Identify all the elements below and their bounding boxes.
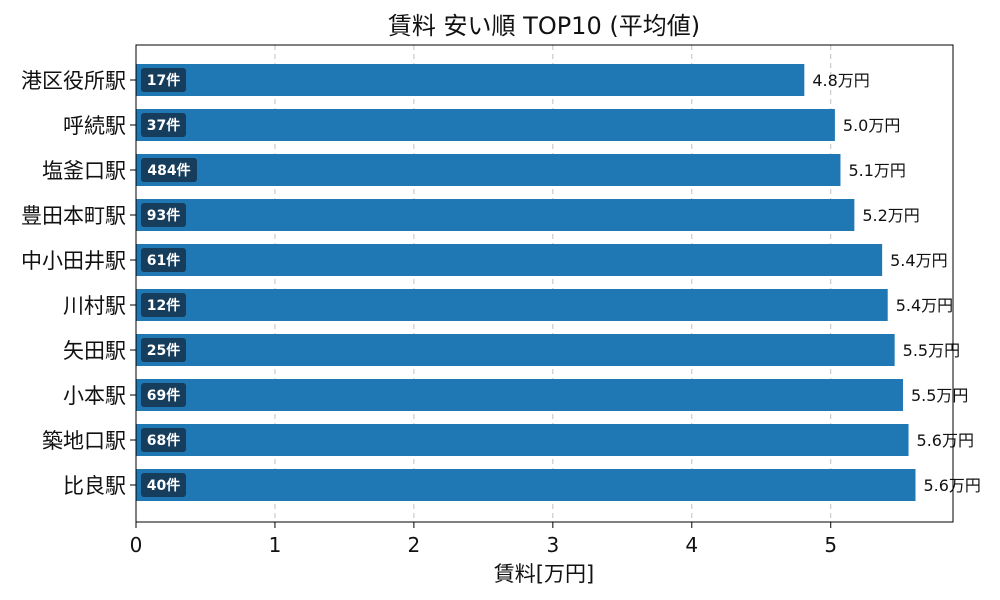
category-label: 比良駅	[63, 474, 126, 498]
category-label: 塩釜口駅	[42, 159, 126, 183]
value-label: 5.5万円	[903, 341, 960, 360]
plot-frame	[135, 44, 954, 523]
category-label: 港区役所駅	[21, 69, 126, 93]
x-tick-label: 5	[824, 533, 837, 557]
x-axis-label: 賃料[万円]	[494, 562, 594, 586]
bars: 17件 4.8万円 37件 5.0万円 484件 5.1万円 93件 5.2万円 61件 5.4万…	[136, 64, 981, 501]
category-label: 川村駅	[63, 294, 126, 318]
bar	[136, 379, 903, 411]
value-label: 5.5万円	[911, 386, 968, 405]
count-label: 12件	[147, 297, 180, 314]
x-tick-label: 3	[546, 533, 559, 557]
count-badge	[141, 248, 186, 272]
x-axis-ticks: 0 1 2 3 4 5	[130, 79, 837, 557]
count-badge	[141, 293, 186, 317]
count-label: 25件	[147, 342, 180, 359]
count-badge	[141, 383, 186, 407]
bar	[136, 244, 883, 276]
count-label: 17件	[147, 72, 180, 89]
bar	[136, 154, 841, 186]
bar	[136, 199, 855, 231]
count-label: 93件	[147, 207, 180, 224]
value-label: 5.6万円	[917, 431, 974, 450]
count-label: 37件	[147, 117, 180, 134]
count-badge	[141, 68, 186, 92]
bar	[136, 469, 916, 501]
x-tick-label: 0	[130, 533, 143, 557]
bar	[136, 64, 805, 96]
count-badge	[141, 113, 186, 137]
category-label: 呼続駅	[63, 114, 126, 138]
category-label: 小本駅	[63, 384, 126, 408]
bar	[136, 109, 835, 141]
value-label: 5.4万円	[890, 251, 947, 270]
count-badge	[141, 473, 186, 497]
category-label: 築地口駅	[42, 429, 126, 453]
count-label: 68件	[147, 432, 180, 449]
count-badge	[141, 203, 186, 227]
x-tick-label: 4	[685, 533, 698, 557]
value-label: 5.4万円	[896, 296, 953, 315]
category-label: 矢田駅	[63, 339, 126, 363]
count-label: 69件	[147, 387, 180, 404]
value-label: 5.6万円	[923, 476, 980, 495]
bar	[136, 334, 895, 366]
x-tick-label: 2	[408, 533, 421, 557]
bar	[136, 424, 909, 456]
count-label: 40件	[147, 477, 180, 494]
value-label: 5.1万円	[848, 161, 905, 180]
value-label: 5.0万円	[843, 116, 900, 135]
value-label: 4.8万円	[812, 71, 869, 90]
count-badge	[141, 158, 197, 182]
count-badge	[141, 338, 186, 362]
value-label: 5.2万円	[862, 206, 919, 225]
count-label: 484件	[147, 162, 190, 179]
x-tick-label: 1	[269, 533, 282, 557]
category-label: 豊田本町駅	[21, 204, 126, 228]
category-label: 中小田井駅	[21, 249, 126, 273]
chart-title: 賃料 安い順 TOP10 (平均値)	[388, 12, 700, 40]
bar	[136, 289, 888, 321]
count-label: 61件	[147, 252, 180, 269]
count-badge	[141, 428, 186, 452]
